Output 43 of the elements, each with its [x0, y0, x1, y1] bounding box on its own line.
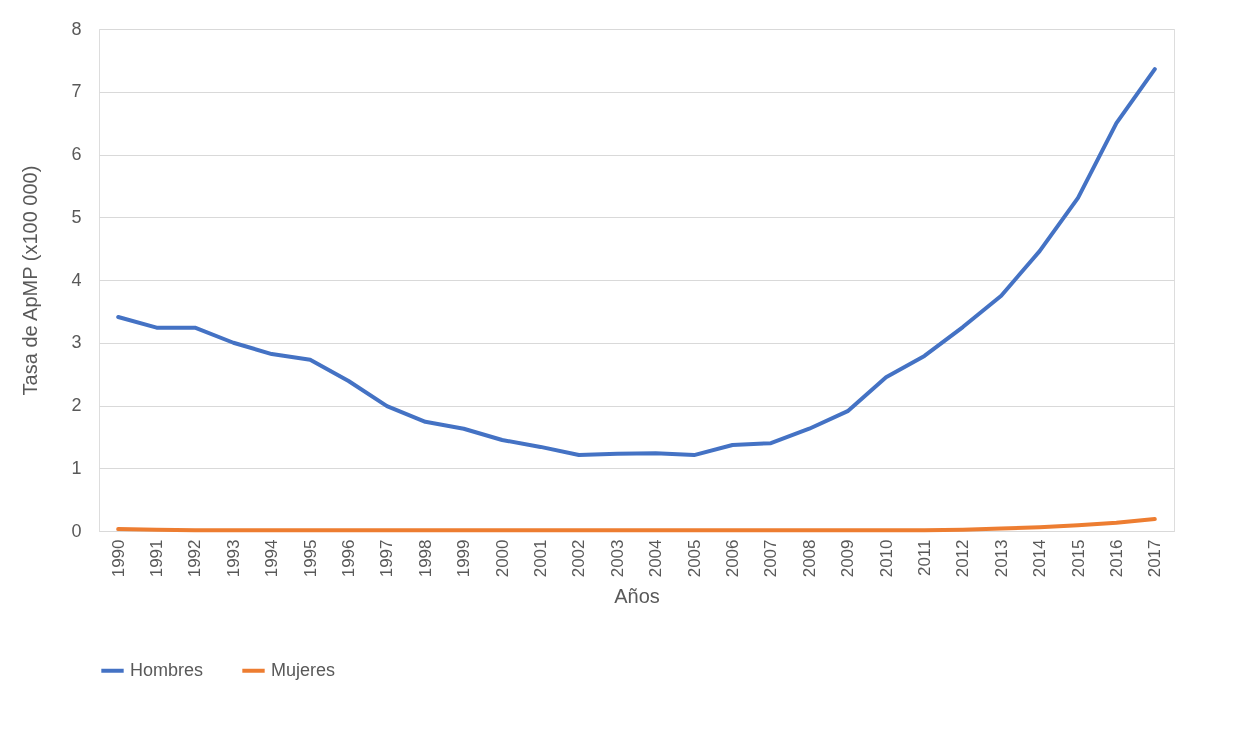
- x-tick-label: 2016: [1106, 539, 1126, 578]
- x-tick-label: 2005: [684, 539, 704, 578]
- y-tick-label: 0: [71, 520, 82, 541]
- y-tick-label: 1: [71, 457, 82, 478]
- y-tick-label: 5: [71, 206, 82, 227]
- y-axis-title: Tasa de ApMP (x100 000): [19, 165, 42, 396]
- x-tick-label: 1993: [223, 539, 243, 578]
- y-tick-label: 3: [71, 332, 82, 353]
- x-tick-label: 2015: [1068, 539, 1088, 578]
- x-tick-label: 2012: [953, 539, 973, 578]
- x-tick-label: 2008: [799, 539, 819, 578]
- x-axis-title: Años: [614, 585, 660, 608]
- x-tick-label: 2001: [531, 539, 551, 578]
- x-tick-label: 1998: [415, 539, 435, 578]
- x-tick-label: 2002: [569, 539, 589, 578]
- x-tick-label: 2006: [722, 539, 742, 578]
- x-tick-label: 1995: [300, 539, 320, 578]
- x-tick-label: 1992: [185, 539, 205, 578]
- x-tick-label: 2004: [646, 539, 666, 578]
- y-tick-label: 4: [71, 269, 82, 290]
- x-tick-label: 2017: [1145, 539, 1165, 578]
- y-tick-label: 7: [71, 81, 82, 102]
- legend-label: Hombres: [130, 659, 204, 680]
- y-tick-label: 6: [71, 144, 82, 164]
- x-tick-label: 2003: [607, 539, 627, 578]
- x-tick-label: 1997: [377, 539, 397, 578]
- line-series: [116, 67, 1157, 458]
- x-tick-label: 2014: [1030, 539, 1050, 578]
- x-tick-label: 1999: [454, 539, 474, 578]
- y-tick-label: 2: [71, 395, 82, 415]
- x-tick-label: 1991: [147, 539, 167, 578]
- x-tick-label: 2000: [492, 539, 512, 578]
- x-tick-label: 2011: [914, 539, 934, 577]
- x-tick-label: 2007: [761, 539, 781, 578]
- x-tick-label: 2010: [876, 539, 896, 578]
- y-tick-label: 8: [71, 18, 82, 39]
- x-tick-label: 2009: [838, 539, 858, 578]
- line-series: [116, 517, 1157, 533]
- x-tick-label: 1990: [108, 539, 128, 578]
- x-tick-label: 1994: [262, 539, 282, 578]
- legend-label: Mujeres: [271, 659, 336, 680]
- x-tick-label: 2013: [991, 539, 1011, 578]
- x-tick-label: 1996: [339, 539, 359, 578]
